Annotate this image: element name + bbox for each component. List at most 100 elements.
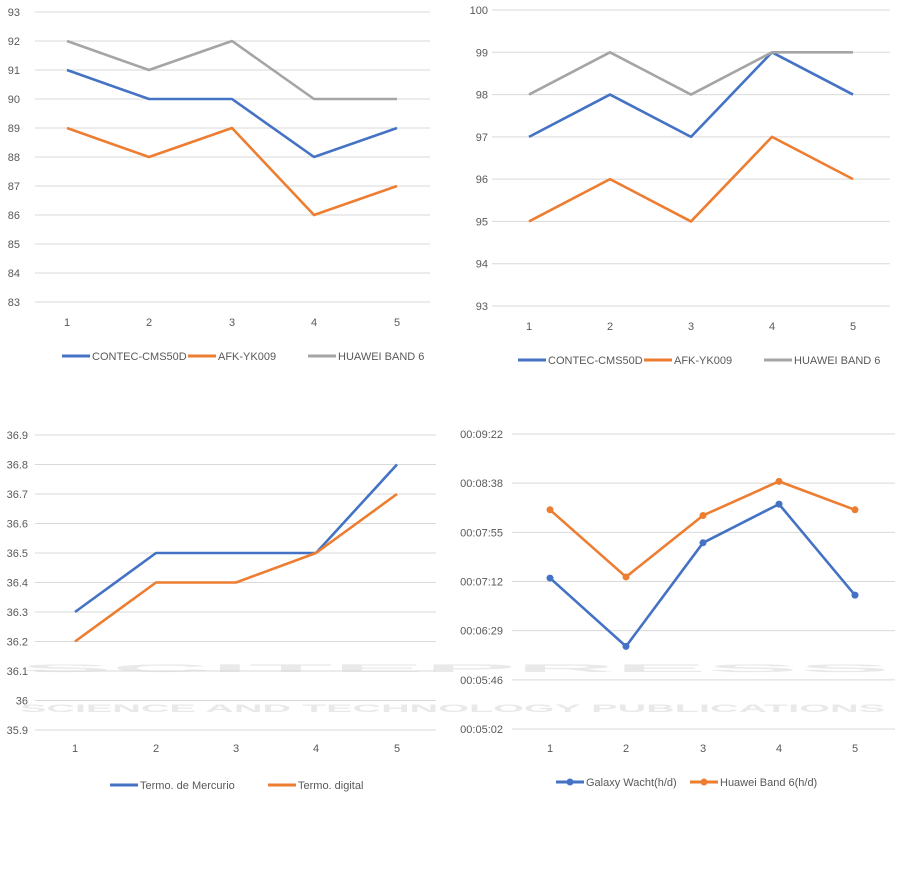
y-tick-label: 35.9 [7, 725, 28, 737]
y-tick-label: 36.3 [7, 607, 28, 619]
y-tick-label: 36.8 [7, 460, 28, 472]
y-tick-label: 00:07:12 [460, 577, 503, 589]
y-tick-label: 36.5 [7, 548, 28, 560]
x-tick-label: 5 [850, 321, 856, 333]
y-tick-label: 90 [8, 94, 20, 106]
x-tick-label: 1 [547, 743, 553, 755]
y-tick-label: 00:05:46 [460, 675, 503, 687]
y-tick-label: 85 [8, 239, 20, 251]
data-point [622, 573, 630, 581]
y-tick-label: 36.2 [7, 637, 28, 649]
legend-item: AFK-YK009 [644, 355, 732, 367]
data-point [546, 506, 554, 514]
legend-label: AFK-YK009 [674, 355, 732, 367]
legend-label: Huawei Band 6(h/d) [720, 777, 817, 789]
legend-label: HUAWEI BAND 6 [794, 355, 880, 367]
y-tick-label: 36.6 [7, 519, 28, 531]
x-tick-label: 1 [64, 317, 70, 329]
x-tick-label: 2 [146, 317, 152, 329]
legend-item: HUAWEI BAND 6 [308, 351, 424, 363]
legend-item: CONTEC-CMS50D [62, 351, 187, 363]
y-tick-label: 97 [476, 132, 488, 144]
legend-item: HUAWEI BAND 6 [764, 355, 880, 367]
y-tick-label: 89 [8, 123, 20, 135]
x-tick-label: 1 [526, 321, 532, 333]
legend-label: Termo. de Mercurio [140, 780, 235, 792]
chart-1: 83 84 85 86 87 88 89 90 91 92 93 1 2 3 4 5 CONTEC-CMS50D… [8, 7, 430, 363]
y-tick-label: 93 [476, 301, 488, 313]
y-tick-label: 36 [16, 696, 28, 708]
legend-label: CONTEC-CMS50D [548, 355, 643, 367]
y-tick-label: 88 [8, 152, 20, 164]
series-line-3 [528, 50, 853, 96]
x-tick-label: 2 [153, 743, 159, 755]
x-tick-label: 4 [311, 317, 317, 329]
series-line-2 [66, 126, 398, 217]
x-tick-label: 4 [776, 743, 782, 755]
chart-4: 00:05:02 00:05:46 00:06:29 00:07:12 00:07:55… [460, 429, 895, 789]
y-tick-label: 36.7 [7, 489, 28, 501]
legend-label: Termo. digital [298, 780, 363, 792]
data-point [851, 506, 859, 514]
x-tick-label: 3 [688, 321, 694, 333]
data-point [775, 477, 783, 485]
y-tick-label: 93 [8, 7, 20, 19]
legend-item: CONTEC-CMS50D [518, 355, 643, 367]
y-tick-label: 92 [8, 36, 20, 48]
x-tick-label: 5 [394, 743, 400, 755]
chart-3: 35.9 36 36.1 36.2 36.3 36.4 36.5 36.6 36.7 36.8 36… [7, 430, 436, 792]
x-tick-label: 4 [769, 321, 775, 333]
series-line-2 [528, 135, 854, 223]
y-tick-label: 100 [470, 5, 488, 17]
legend-marker [566, 778, 574, 786]
y-tick-label: 96 [476, 174, 488, 186]
series-line-3 [66, 39, 397, 101]
y-tick-label: 99 [476, 47, 488, 59]
watermark: SCITEPRESS SCIENCE AND TECHNOLOGY PUBLIC… [20, 663, 890, 715]
series-line-2 [549, 480, 856, 579]
y-tick-label: 00:08:38 [460, 478, 503, 490]
data-point [699, 511, 707, 519]
legend-label: AFK-YK009 [218, 351, 276, 363]
x-tick-label: 3 [233, 743, 239, 755]
legend-label: Galaxy Wacht(h/d) [586, 777, 677, 789]
series-line-2 [74, 492, 398, 643]
legend-item: AFK-YK009 [188, 351, 276, 363]
watermark-tagline: SCIENCE AND TECHNOLOGY PUBLICATIONS [20, 703, 885, 715]
legend-item: Huawei Band 6(h/d) [690, 777, 817, 789]
y-tick-label: 94 [476, 259, 488, 271]
y-tick-label: 83 [8, 297, 20, 309]
y-tick-label: 84 [8, 268, 20, 280]
y-tick-label: 00:09:22 [460, 429, 503, 441]
x-tick-label: 2 [607, 321, 613, 333]
y-tick-label: 95 [476, 216, 488, 228]
legend-label: CONTEC-CMS50D [92, 351, 187, 363]
y-tick-label: 00:06:29 [460, 626, 503, 638]
y-tick-label: 36.4 [7, 578, 28, 590]
legend-marker [700, 778, 708, 786]
data-point [775, 500, 783, 508]
y-tick-label: 87 [8, 181, 20, 193]
watermark-brand: SCITEPRESS [20, 663, 890, 675]
x-tick-label: 5 [394, 317, 400, 329]
x-tick-label: 5 [852, 743, 858, 755]
x-tick-label: 3 [229, 317, 235, 329]
legend-label: HUAWEI BAND 6 [338, 351, 424, 363]
x-tick-label: 3 [700, 743, 706, 755]
data-point [851, 591, 859, 599]
legend-item: Galaxy Wacht(h/d) [556, 777, 677, 789]
chart-2: 93 94 95 96 97 98 99 100 1 2 3 4 5 CONTEC-CMS50D AFK-Y… [470, 5, 890, 367]
series-line-1 [528, 50, 854, 139]
y-tick-label: 00:05:02 [460, 724, 503, 736]
x-tick-label: 4 [313, 743, 319, 755]
series-line-1 [74, 463, 398, 614]
x-tick-label: 1 [72, 743, 78, 755]
data-point [622, 642, 630, 650]
x-tick-label: 2 [623, 743, 629, 755]
data-point [699, 539, 707, 547]
y-tick-label: 00:07:55 [460, 527, 503, 539]
y-tick-label: 36.1 [7, 666, 28, 678]
y-tick-label: 91 [8, 65, 20, 77]
series-line-1 [66, 68, 398, 159]
